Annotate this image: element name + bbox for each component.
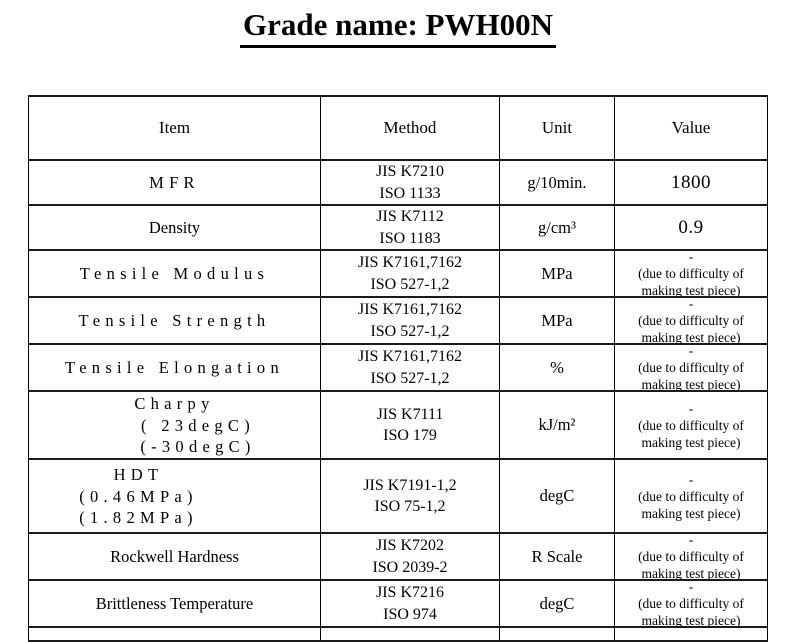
unit-cell: %	[499, 343, 615, 393]
item-text: HDT (0.46MPa) (1.82MPa)	[79, 465, 198, 528]
properties-table: Item Method Unit Value MFR JIS K7210 ISO…	[28, 95, 768, 642]
value-note: - (due to difficulty of making test piec…	[638, 581, 744, 627]
value-cell: 0.9	[614, 204, 768, 252]
item-cell: MFR	[28, 158, 321, 207]
column-header-item: Item	[28, 95, 321, 161]
unit-cell: kJ/m²	[499, 390, 615, 461]
value-cell: - (due to difficulty of making test piec…	[614, 343, 768, 393]
value-note: - (due to difficulty of making test piec…	[638, 298, 744, 344]
value-cell: - (due to difficulty of making test piec…	[614, 249, 768, 299]
table-row-tensile-modulus: Tensile Modulus JIS K7161,7162 ISO 527-1…	[28, 249, 768, 299]
item-cell: Tensile Elongation	[28, 343, 321, 393]
item-cell: Rockwell Hardness	[28, 532, 321, 582]
page-title: Grade name: PWH00N	[240, 7, 556, 48]
item-cell	[28, 626, 321, 642]
value-note: - (due to difficulty of making test piec…	[638, 534, 744, 580]
column-header-method: Method	[320, 95, 500, 161]
item-cell: Brittleness Temperature	[28, 579, 321, 629]
title-bar: Grade name: PWH00N	[0, 7, 796, 48]
method-cell: JIS K7112 ISO 1183	[320, 204, 500, 252]
column-header-unit: Unit	[499, 95, 615, 161]
method-cell: JIS K7191-1,2 ISO 75-1,2	[320, 458, 500, 535]
method-cell: JIS K7161,7162 ISO 527-1,2	[320, 249, 500, 299]
value-note: - (due to difficulty of making test piec…	[638, 471, 744, 521]
item-cell: Charpy ( 23degC) (-30degC)	[28, 390, 321, 461]
table-row-mfr: MFR JIS K7210 ISO 1133 g/10min. 1800	[28, 158, 768, 207]
value-cell: - (due to difficulty of making test piec…	[614, 390, 768, 461]
value-note: - (due to difficulty of making test piec…	[638, 400, 744, 450]
column-header-value: Value	[614, 95, 768, 161]
item-cell: Density	[28, 204, 321, 252]
method-cell: JIS K7216 ISO 974	[320, 579, 500, 629]
table-row-rockwell-hardness: Rockwell Hardness JIS K7202 ISO 2039-2 R…	[28, 532, 768, 582]
unit-cell: g/cm³	[499, 204, 615, 252]
table-row-tensile-strength: Tensile Strength JIS K7161,7162 ISO 527-…	[28, 296, 768, 346]
item-cell: HDT (0.46MPa) (1.82MPa)	[28, 458, 321, 535]
method-cell: JIS K7161,7162 ISO 527-1,2	[320, 296, 500, 346]
method-cell: JIS K7111 ISO 179	[320, 390, 500, 461]
value-note: - (due to difficulty of making test piec…	[638, 345, 744, 391]
method-cell	[320, 626, 500, 642]
table-row-charpy: Charpy ( 23degC) (-30degC) JIS K7111 ISO…	[28, 390, 768, 461]
table-row-hdt: HDT (0.46MPa) (1.82MPa) JIS K7191-1,2 IS…	[28, 458, 768, 535]
item-cell: Tensile Strength	[28, 296, 321, 346]
table-row-partial	[28, 626, 768, 642]
table-row-tensile-elongation: Tensile Elongation JIS K7161,7162 ISO 52…	[28, 343, 768, 393]
value-cell: - (due to difficulty of making test piec…	[614, 532, 768, 582]
value-cell: - (due to difficulty of making test piec…	[614, 579, 768, 629]
unit-cell: degC	[499, 458, 615, 535]
item-cell: Tensile Modulus	[28, 249, 321, 299]
unit-cell	[499, 626, 615, 642]
method-cell: JIS K7202 ISO 2039-2	[320, 532, 500, 582]
value-cell: - (due to difficulty of making test piec…	[614, 296, 768, 346]
value-cell	[614, 626, 768, 642]
unit-cell: g/10min.	[499, 158, 615, 207]
unit-cell: MPa	[499, 249, 615, 299]
table-row-density: Density JIS K7112 ISO 1183 g/cm³ 0.9	[28, 204, 768, 252]
unit-cell: degC	[499, 579, 615, 629]
table-row-brittleness-temperature: Brittleness Temperature JIS K7216 ISO 97…	[28, 579, 768, 629]
value-cell: - (due to difficulty of making test piec…	[614, 458, 768, 535]
method-cell: JIS K7161,7162 ISO 527-1,2	[320, 343, 500, 393]
unit-cell: R Scale	[499, 532, 615, 582]
method-cell: JIS K7210 ISO 1133	[320, 158, 500, 207]
value-cell: 1800	[614, 158, 768, 207]
header-row: Item Method Unit Value	[28, 95, 768, 161]
value-note: - (due to difficulty of making test piec…	[638, 251, 744, 297]
unit-cell: MPa	[499, 296, 615, 346]
